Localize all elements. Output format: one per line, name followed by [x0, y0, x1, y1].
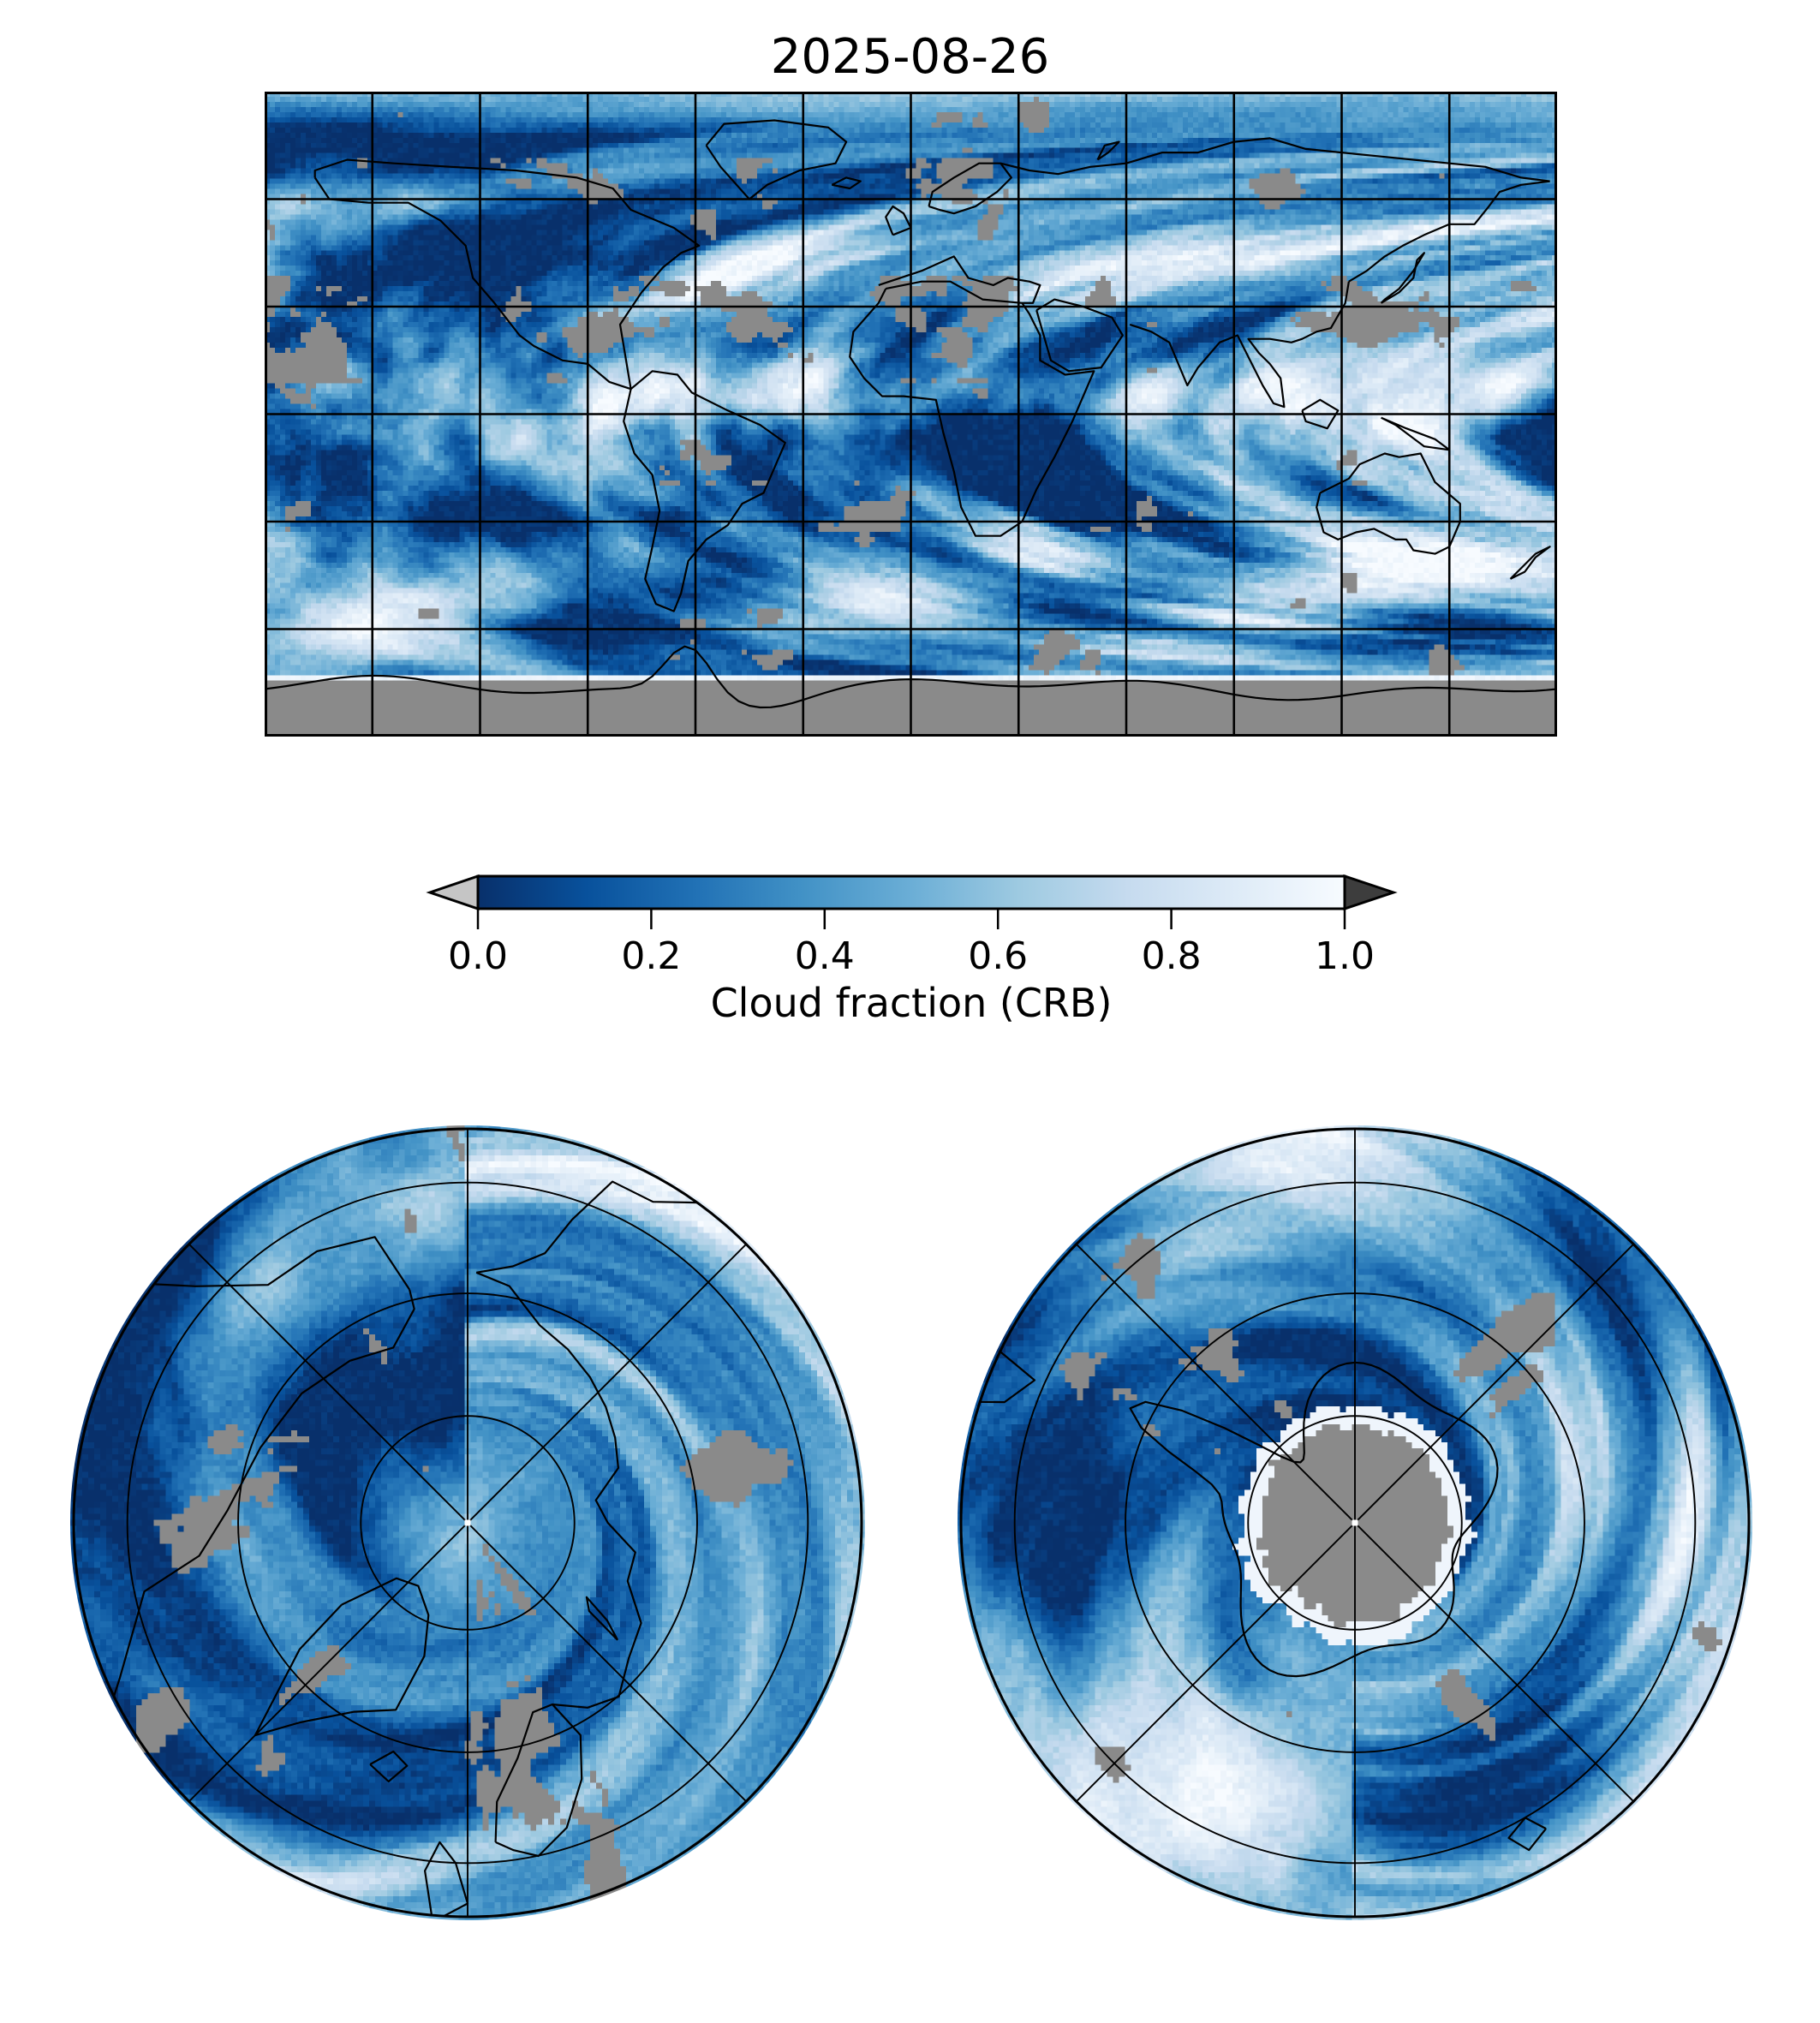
colorbar-tick-label: 0.0: [448, 934, 508, 978]
colorbar-under-arrow: [426, 874, 480, 911]
global-graticule: [265, 92, 1557, 737]
south-coastlines: [962, 1130, 1547, 1852]
global-map-overlay: [265, 92, 1557, 737]
colorbar-tick-label: 0.2: [621, 934, 681, 978]
colorbar-tick-label: 1.0: [1315, 934, 1375, 978]
north-panel-border: [72, 1127, 863, 1919]
north-pole-dot: [464, 1519, 471, 1526]
colorbar-axis-label: Cloud fraction (CRB): [711, 980, 1113, 1026]
north-polar-panel: [70, 1125, 865, 1920]
global-map-panel: [265, 92, 1557, 737]
colorbar-over-arrow: [1343, 874, 1398, 911]
global-coastlines: [265, 119, 1557, 709]
south-polar-overlay: [959, 1127, 1751, 1919]
south-pole-dot: [1352, 1519, 1358, 1526]
figure-title: 2025-08-26: [770, 29, 1050, 85]
south-polar-panel: [958, 1125, 1752, 1920]
colorbar-tick-label: 0.8: [1142, 934, 1202, 978]
south-panel-border: [959, 1127, 1751, 1919]
global-map-border: [265, 92, 1557, 737]
colorbar-gradient-bar: [476, 874, 1346, 910]
colorbar-tick-label: 0.6: [968, 934, 1028, 978]
colorbar: 0.0 0.2 0.4 0.6 0.8 1.0 Cloud fraction (CRB): [426, 874, 1398, 1026]
north-polar-overlay: [72, 1127, 863, 1919]
colorbar-tick-label: 0.4: [795, 934, 855, 978]
colorbar-ticks: 0.0 0.2 0.4 0.6 0.8 1.0: [448, 909, 1375, 978]
